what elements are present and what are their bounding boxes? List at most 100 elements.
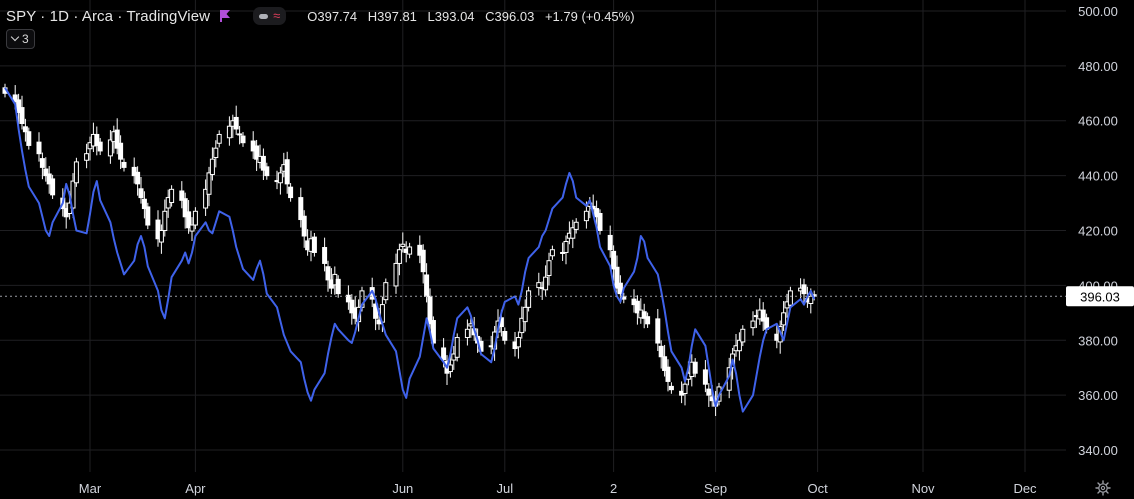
candle[interactable] [186, 200, 192, 234]
candle[interactable] [560, 242, 566, 261]
candle[interactable] [158, 224, 164, 254]
candle[interactable] [665, 359, 671, 392]
candle[interactable] [16, 93, 22, 125]
candle[interactable] [407, 242, 413, 259]
candle[interactable] [298, 187, 304, 228]
candle[interactable] [36, 132, 42, 162]
candle[interactable] [519, 306, 525, 339]
candle[interactable] [322, 237, 328, 272]
candle[interactable] [179, 181, 185, 209]
candle[interactable] [213, 140, 219, 168]
candle[interactable] [383, 278, 389, 304]
candle[interactable] [301, 210, 307, 248]
candle[interactable] [39, 152, 45, 180]
candle[interactable] [284, 151, 290, 194]
candle[interactable] [97, 138, 103, 156]
gear-icon[interactable] [1095, 480, 1111, 496]
candle[interactable] [118, 135, 124, 170]
candle[interactable] [84, 143, 90, 169]
candle[interactable] [233, 105, 239, 136]
candle[interactable] [22, 118, 28, 142]
candle[interactable] [396, 243, 402, 276]
candle[interactable] [611, 245, 617, 281]
candle[interactable] [209, 147, 215, 181]
candle[interactable] [121, 158, 127, 172]
candle[interactable] [335, 275, 341, 298]
candle[interactable] [546, 252, 552, 286]
candle[interactable] [345, 285, 351, 310]
eye-icon[interactable] [259, 13, 269, 19]
candle[interactable] [597, 209, 603, 235]
candle[interactable] [260, 148, 266, 181]
candle[interactable] [216, 130, 222, 148]
candle[interactable] [760, 302, 766, 331]
candle[interactable] [203, 179, 209, 216]
candle[interactable] [454, 333, 460, 362]
candle[interactable] [515, 331, 521, 359]
candle[interactable] [607, 225, 613, 258]
compare-series-line[interactable] [4, 87, 816, 413]
candle[interactable] [226, 116, 232, 146]
candle[interactable] [543, 265, 549, 296]
candle[interactable] [131, 157, 137, 184]
flag-icon[interactable] [219, 10, 231, 22]
candle[interactable] [706, 383, 712, 407]
candle[interactable] [192, 207, 198, 230]
candle[interactable] [94, 126, 100, 156]
candle[interactable] [114, 118, 120, 155]
candle[interactable] [169, 185, 175, 207]
candle[interactable] [50, 174, 56, 199]
candle[interactable] [141, 191, 147, 219]
candle[interactable] [736, 332, 742, 361]
candle[interactable] [26, 127, 32, 150]
candle[interactable] [155, 210, 161, 247]
candlestick-series[interactable] [2, 83, 817, 417]
candle[interactable] [522, 299, 528, 332]
candle[interactable] [645, 312, 651, 328]
candle[interactable] [19, 95, 25, 130]
candle[interactable] [594, 200, 600, 227]
candle[interactable] [781, 301, 787, 331]
candle[interactable] [240, 131, 246, 147]
candle[interactable] [787, 286, 793, 310]
candle[interactable] [349, 294, 355, 325]
candle[interactable] [692, 358, 698, 378]
candle[interactable] [138, 177, 144, 204]
candle[interactable] [536, 272, 542, 296]
candle[interactable] [641, 303, 647, 329]
candle[interactable] [570, 219, 576, 249]
indicators-collapse-button[interactable]: 3 [6, 29, 35, 49]
candle[interactable] [464, 319, 470, 346]
candle[interactable] [189, 217, 195, 241]
candle[interactable] [526, 286, 532, 312]
candle[interactable] [254, 139, 260, 171]
candle[interactable] [288, 183, 294, 202]
candle[interactable] [162, 199, 168, 237]
candle[interactable] [43, 157, 49, 182]
candle[interactable] [400, 232, 406, 253]
candle[interactable] [430, 316, 436, 348]
candle[interactable] [750, 311, 756, 336]
candle[interactable] [662, 344, 668, 377]
candle[interactable] [549, 245, 555, 260]
candle[interactable] [325, 260, 331, 292]
price-axis[interactable]: 500.00480.00460.00440.00420.00400.00380.… [1078, 4, 1118, 458]
candle[interactable] [145, 202, 151, 230]
candle[interactable] [311, 232, 317, 257]
indicator-toggle[interactable]: ≈ [253, 7, 287, 25]
candle[interactable] [634, 295, 640, 325]
candle[interactable] [801, 278, 807, 306]
candle[interactable] [658, 340, 664, 369]
symbol-info[interactable]: SPY · 1D · Arca · TradingView [6, 7, 211, 25]
candle[interactable] [237, 125, 243, 145]
candle[interactable] [573, 218, 579, 234]
candle[interactable] [682, 378, 688, 406]
candle[interactable] [668, 382, 674, 394]
candle[interactable] [393, 253, 399, 294]
candle[interactable] [563, 235, 569, 265]
candle[interactable] [655, 308, 661, 351]
wave-icon[interactable]: ≈ [273, 8, 281, 23]
candle[interactable] [502, 327, 508, 345]
candle[interactable] [206, 166, 212, 207]
